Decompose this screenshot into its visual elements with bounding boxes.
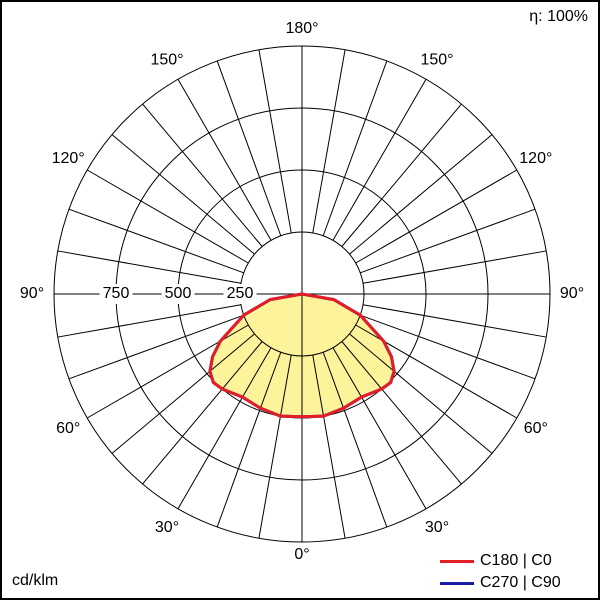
grid-spoke-overlay [209,333,255,417]
angle-label-150-left: 150° [150,51,183,68]
grid-spoke-overlay [341,341,395,417]
label-layer: 180° 0° 90° 90° 150° 150° 120° 120° 60° 60° 30° 30°… [12,19,592,565]
series-line-c180-c0 [208,292,396,419]
angle-label-180: 180° [285,20,318,37]
grid-spoke [355,169,518,264]
grid-spoke-overlay [322,352,388,417]
grid-spoke-overlay [332,347,395,417]
polar-grid [53,45,551,543]
angle-label-90-right: 90° [560,285,584,302]
grid-spoke [142,103,263,247]
legend-swatch-blue [440,581,474,585]
radial-tick-label-500: 500 [165,285,192,302]
radial-tick-bg [223,284,257,304]
grid-spoke [360,314,536,380]
unit-label: cd/klm [12,572,59,589]
grid-spoke [57,304,242,338]
radial-tick-label-250: 250 [227,285,254,302]
grid-spoke-overlay [209,341,263,417]
angle-label-0: 0° [294,546,309,563]
angle-label-150-right: 150° [420,51,453,68]
grid-spoke [341,103,462,247]
grid-spoke-overlay [312,354,346,417]
grid-spoke [362,250,547,284]
legend-label: C270 | C90 [480,574,561,591]
efficiency-label: η: 100% [529,8,588,25]
grid-spoke [362,304,547,338]
grid-spoke [322,60,388,236]
legend: C180 | C0 C270 | C90 [440,550,590,594]
angle-label-120-right: 120° [519,150,552,167]
angle-label-30-left: 30° [155,519,179,536]
grid-spoke [332,78,427,241]
angle-label-30-right: 30° [425,519,449,536]
angle-label-120-left: 120° [52,150,85,167]
angle-label-60-right: 60° [524,420,548,437]
grid-spoke [349,134,493,255]
grid-spoke [258,49,292,234]
angle-label-60-left: 60° [56,420,80,437]
legend-label: C180 | C0 [480,552,552,569]
grid-spoke [216,60,282,236]
grid-spoke-overlay [349,333,395,417]
legend-item-c180-c0: C180 | C0 [440,550,590,572]
angle-label-bg [552,284,592,304]
angle-label-bg [12,284,52,304]
grid-spoke-overlay [209,347,272,417]
angle-label-bg [278,545,326,565]
angle-label-bg [278,19,326,39]
grid-spoke-overlay [258,354,292,417]
grid-spoke [68,208,244,274]
legend-swatch-red [440,559,474,563]
legend-item-c270-c90: C270 | C90 [440,572,590,594]
grid-spoke [57,250,242,284]
angle-label-90-left: 90° [20,285,44,302]
radial-tick-bg [99,284,133,304]
grid-spoke [68,314,244,380]
grid-spoke [312,49,346,234]
radial-tick-bg [161,284,195,304]
grid-spoke [86,169,249,264]
grid-spoke [360,208,536,274]
radial-tick-label-750: 750 [103,285,130,302]
grid-spoke-overlay [216,352,282,417]
grid-spoke [111,134,255,255]
grid-spoke [177,78,272,241]
